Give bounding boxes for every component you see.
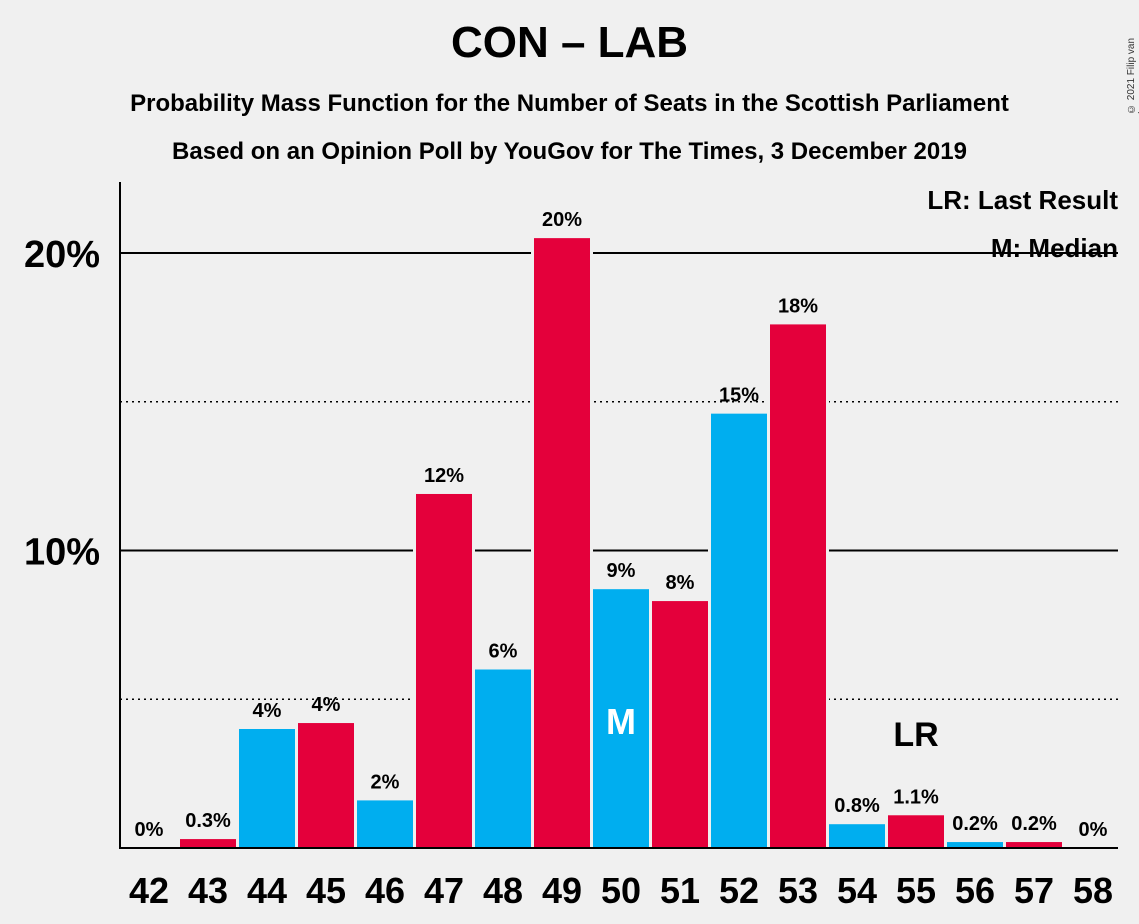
x-tick-label: 45 <box>306 870 346 911</box>
data-label: 18% <box>778 295 818 317</box>
x-tick-label: 54 <box>837 870 877 911</box>
x-tick-label: 53 <box>778 870 818 911</box>
data-label: 12% <box>424 465 464 487</box>
x-tick-label: 47 <box>424 870 464 911</box>
data-label: 4% <box>312 694 341 716</box>
legend-last-result: LR: Last Result <box>927 185 1118 215</box>
bar-51 <box>652 601 708 848</box>
chart-subtitle: Probability Mass Function for the Number… <box>130 90 1009 117</box>
data-label: 0.2% <box>1011 813 1057 835</box>
bar-52 <box>711 413 767 848</box>
bar-49 <box>534 238 590 848</box>
data-label: 8% <box>666 572 695 594</box>
x-tick-label: 49 <box>542 870 582 911</box>
bar-halo <box>118 845 180 848</box>
x-tick-label: 43 <box>188 870 228 911</box>
x-tick-label: 50 <box>601 870 641 911</box>
bar-47 <box>416 493 472 848</box>
last-result-marker: LR <box>893 716 938 754</box>
data-label: 15% <box>719 385 759 407</box>
data-label: 4% <box>253 700 282 722</box>
data-label: 9% <box>607 560 636 582</box>
x-tick-label: 57 <box>1014 870 1054 911</box>
x-tick-label: 51 <box>660 870 700 911</box>
x-tick-label: 52 <box>719 870 759 911</box>
data-labels: 0% 0.3% 4% 4% 2% 12% 6% 20% 9% M 8% 15% 18% 0.8% 1.1% L… <box>135 209 1108 841</box>
bar-43 <box>180 839 236 848</box>
data-label: 6% <box>489 641 518 663</box>
data-label: 0.2% <box>952 813 998 835</box>
bar-50 <box>593 589 649 848</box>
bar-44 <box>239 729 295 848</box>
chart-title: CON – LAB <box>450 18 689 67</box>
axes: 10% 20% 42 43 44 45 46 47 48 49 50 51 52 53 54 55 56 57 58 <box>24 182 1118 911</box>
bar-54 <box>829 824 885 848</box>
data-label: 0% <box>1079 819 1108 841</box>
y-tick-label: 20% <box>24 234 100 276</box>
x-tick-label: 58 <box>1073 870 1113 911</box>
x-tick-label: 55 <box>896 870 936 911</box>
legend-median: M: Median <box>990 233 1118 263</box>
x-tick-label: 42 <box>129 870 169 911</box>
bar-57 <box>1006 842 1062 848</box>
y-tick-label: 10% <box>24 532 100 574</box>
bar-56 <box>947 842 1003 848</box>
data-label: 20% <box>542 209 582 231</box>
x-tick-label: 48 <box>483 870 523 911</box>
bar-45 <box>298 723 354 848</box>
data-label: 2% <box>371 771 400 793</box>
bar-55 <box>888 815 944 848</box>
x-tick-label: 46 <box>365 870 405 911</box>
bars <box>118 235 1124 848</box>
bar-halo <box>1062 845 1124 848</box>
data-label: 1.1% <box>893 786 939 808</box>
data-label: 0.8% <box>834 795 880 817</box>
data-label: 0% <box>135 819 164 841</box>
median-marker: M <box>606 701 636 742</box>
x-tick-label: 56 <box>955 870 995 911</box>
bar-48 <box>475 669 531 848</box>
x-tick-label: 44 <box>247 870 287 911</box>
bar-46 <box>357 800 413 848</box>
data-label: 0.3% <box>185 810 231 832</box>
chart-subtitle-source: Based on an Opinion Poll by YouGov for T… <box>172 138 967 165</box>
bar-53 <box>770 324 826 848</box>
